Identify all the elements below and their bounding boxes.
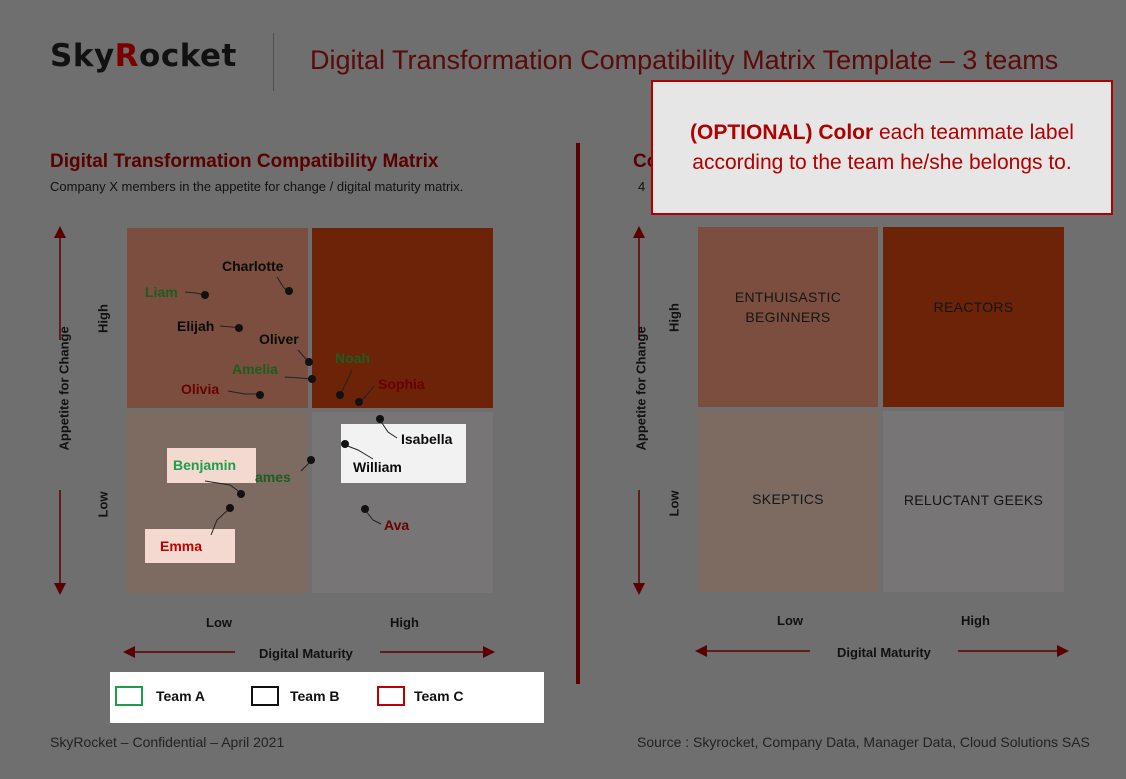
emma-label-box bbox=[145, 529, 235, 563]
person-label-amelia: Amelia bbox=[232, 361, 278, 377]
benjamin-label-box bbox=[167, 448, 256, 483]
right-quadrant-top-left: ENTHUISASTIC BEGINNERS bbox=[698, 227, 878, 407]
dot-benjamin bbox=[237, 490, 245, 498]
person-label-elijah: Elijah bbox=[177, 318, 215, 334]
dot-amelia bbox=[308, 375, 316, 383]
leader-amelia bbox=[284, 376, 313, 380]
dot-emma bbox=[226, 504, 234, 512]
quadrant-label-skeptics: SKEPTICS bbox=[752, 491, 824, 508]
header-divider bbox=[273, 33, 274, 91]
dot-james bbox=[307, 456, 315, 464]
isabella-william-label-box bbox=[341, 424, 466, 483]
leader-isabella bbox=[379, 419, 398, 439]
person-label-liam: Liam bbox=[145, 284, 178, 300]
person-label-ava: Ava bbox=[384, 517, 410, 533]
footer-source: Source : Skyrocket, Company Data, Manage… bbox=[637, 734, 1090, 750]
dot-oliver bbox=[305, 358, 313, 366]
leader-benjamin bbox=[204, 480, 242, 494]
right-quadrant-top-right: REACTORS bbox=[883, 227, 1064, 407]
person-label-benjamin: Benjamin bbox=[173, 457, 237, 473]
leader-ava bbox=[364, 509, 382, 525]
left-x-high-label: High bbox=[390, 615, 419, 630]
dot-liam bbox=[201, 291, 209, 299]
left-y-high-label: High bbox=[95, 304, 111, 333]
legend-swatch-team-b bbox=[251, 686, 279, 706]
page-title: Digital Transformation Compatibility Mat… bbox=[310, 45, 1059, 75]
person-label-emma: Emma bbox=[160, 538, 203, 554]
legend-swatch-team-c bbox=[377, 686, 405, 706]
footer-confidential: SkyRocket – Confidential – April 2021 bbox=[50, 734, 285, 750]
right-x-low-label: Low bbox=[777, 613, 803, 628]
dot-elijah bbox=[235, 324, 243, 332]
callout-strong-text: (OPTIONAL) Color bbox=[690, 121, 874, 145]
leader-emma bbox=[210, 508, 230, 536]
right-x-high-label: High bbox=[961, 613, 990, 628]
left-quadrant-top-left bbox=[127, 228, 308, 408]
callout-text: each teammate label according to the tea… bbox=[692, 121, 1074, 174]
right-y-low-label: Low bbox=[666, 490, 682, 517]
dot-ava bbox=[361, 505, 369, 513]
dot-noah bbox=[336, 391, 344, 399]
left-matrix-subtitle: Company X members in the appetite for ch… bbox=[50, 179, 464, 194]
person-label-james: ames bbox=[255, 469, 291, 485]
quadrant-label-enthusiastic-beginners: ENTHUISASTIC BEGINNERS bbox=[734, 288, 842, 325]
left-matrix-title: Digital Transformation Compatibility Mat… bbox=[50, 151, 439, 172]
person-label-noah: Noah bbox=[335, 350, 370, 366]
right-y-high-label: High bbox=[666, 303, 682, 332]
person-label-william: William bbox=[353, 459, 402, 475]
dot-william bbox=[341, 440, 349, 448]
team-legend: Team A Team B Team C bbox=[110, 672, 544, 723]
right-matrix-subtitle: 4 bbox=[638, 179, 646, 194]
dot-isabella bbox=[376, 415, 384, 423]
quadrant-label-reactors: REACTORS bbox=[933, 298, 1014, 315]
person-label-sophia: Sophia bbox=[378, 376, 425, 392]
right-x-axis-label: Digital Maturity bbox=[837, 645, 931, 660]
leader-olivia bbox=[227, 390, 259, 395]
right-quadrant-bottom-left: SKEPTICS bbox=[698, 411, 878, 592]
legend-label-team-c: Team C bbox=[414, 688, 464, 704]
quadrant-label-reluctant-geeks: RELUCTANT GEEKS bbox=[903, 492, 1044, 509]
dot-charlotte bbox=[285, 287, 293, 295]
left-x-axis-label: Digital Maturity bbox=[259, 646, 353, 661]
person-label-charlotte: Charlotte bbox=[222, 258, 284, 274]
person-label-oliver: Oliver bbox=[259, 331, 299, 347]
brand-logo: SkyRocket bbox=[50, 38, 237, 74]
logo-text: SkyRocket bbox=[50, 38, 237, 74]
dot-olivia bbox=[256, 391, 264, 399]
right-y-axis-label: Appetite for Change bbox=[633, 326, 649, 451]
left-y-low-label: Low bbox=[95, 491, 111, 518]
dot-sophia bbox=[355, 398, 363, 406]
leader-william bbox=[344, 444, 374, 460]
person-label-olivia: Olivia bbox=[181, 381, 220, 397]
legend-label-team-b: Team B bbox=[290, 688, 340, 704]
left-x-low-label: Low bbox=[206, 615, 232, 630]
left-quadrant-top-right bbox=[312, 228, 493, 408]
leader-noah bbox=[339, 369, 353, 396]
right-quadrant-bottom-right: RELUCTANT GEEKS bbox=[883, 411, 1064, 592]
instruction-callout: (OPTIONAL) Color each teammate label acc… bbox=[651, 80, 1113, 215]
legend-swatch-team-a bbox=[115, 686, 143, 706]
legend-label-team-a: Team A bbox=[156, 688, 206, 704]
person-label-isabella: Isabella bbox=[401, 431, 453, 447]
left-y-axis-label: Appetite for Change bbox=[56, 326, 72, 451]
panel-divider bbox=[576, 143, 580, 684]
